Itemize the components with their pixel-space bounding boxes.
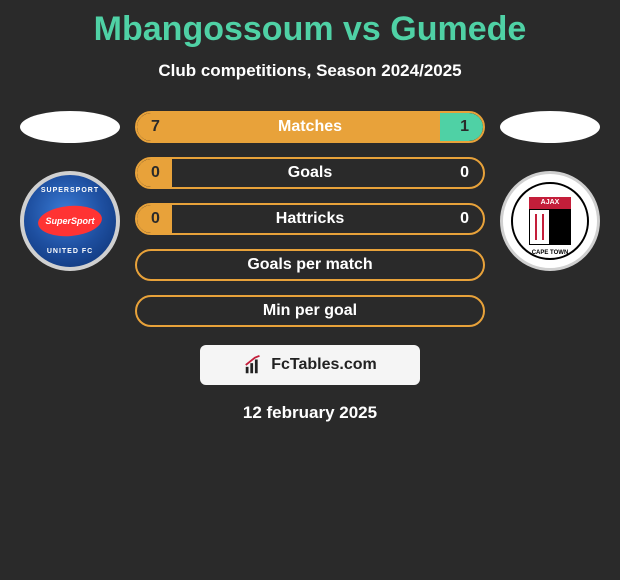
stats-column: Matches71 Goals 0 0 Hattricks 0 0 Goals per mat… xyxy=(135,111,485,327)
stat-right-value: 1 xyxy=(440,113,483,141)
stat-right-value: 0 xyxy=(448,159,483,187)
comparison-area: SUPERSPORT SuperSport UNITED FC Matches7… xyxy=(0,111,620,327)
stat-label: Min per goal xyxy=(263,302,357,320)
stat-bar: Min per goal xyxy=(135,295,485,327)
stat-bar: Goals 0 0 xyxy=(135,157,485,189)
badge-left-top-text: SUPERSPORT xyxy=(41,187,99,194)
left-player-avatar xyxy=(20,111,120,143)
stat-label: Goals xyxy=(288,164,332,182)
stat-left-value: 0 xyxy=(137,159,172,187)
stat-bar: Hattricks 0 0 xyxy=(135,203,485,235)
left-player-col: SUPERSPORT SuperSport UNITED FC xyxy=(15,111,125,271)
badge-left-bottom-text: UNITED FC xyxy=(47,248,93,255)
stat-bar: Matches71 xyxy=(135,111,485,143)
badge-right-top-text: AJAX xyxy=(529,197,571,209)
left-team-badge: SUPERSPORT SuperSport UNITED FC xyxy=(20,171,120,271)
stat-label: Hattricks xyxy=(276,210,344,228)
badge-right-bottom-text: CAPE TOWN xyxy=(532,250,569,256)
stat-label: Matches xyxy=(278,118,342,136)
right-player-avatar xyxy=(500,111,600,143)
right-player-col: AJAX CAPE TOWN xyxy=(495,111,605,271)
right-team-badge: AJAX CAPE TOWN xyxy=(500,171,600,271)
date-text: 12 february 2025 xyxy=(0,403,620,423)
stat-right-value: 0 xyxy=(448,205,483,233)
subtitle: Club competitions, Season 2024/2025 xyxy=(0,61,620,81)
brand-text: FcTables.com xyxy=(271,356,377,374)
badge-left-logo-text: SuperSport xyxy=(45,216,94,226)
stat-left-value: 0 xyxy=(137,205,172,233)
page-title: Mbangossoum vs Gumede xyxy=(0,10,620,49)
chart-icon xyxy=(243,354,265,376)
stat-bar: Goals per match xyxy=(135,249,485,281)
stat-label: Goals per match xyxy=(247,256,372,274)
brand-badge[interactable]: FcTables.com xyxy=(200,345,420,385)
